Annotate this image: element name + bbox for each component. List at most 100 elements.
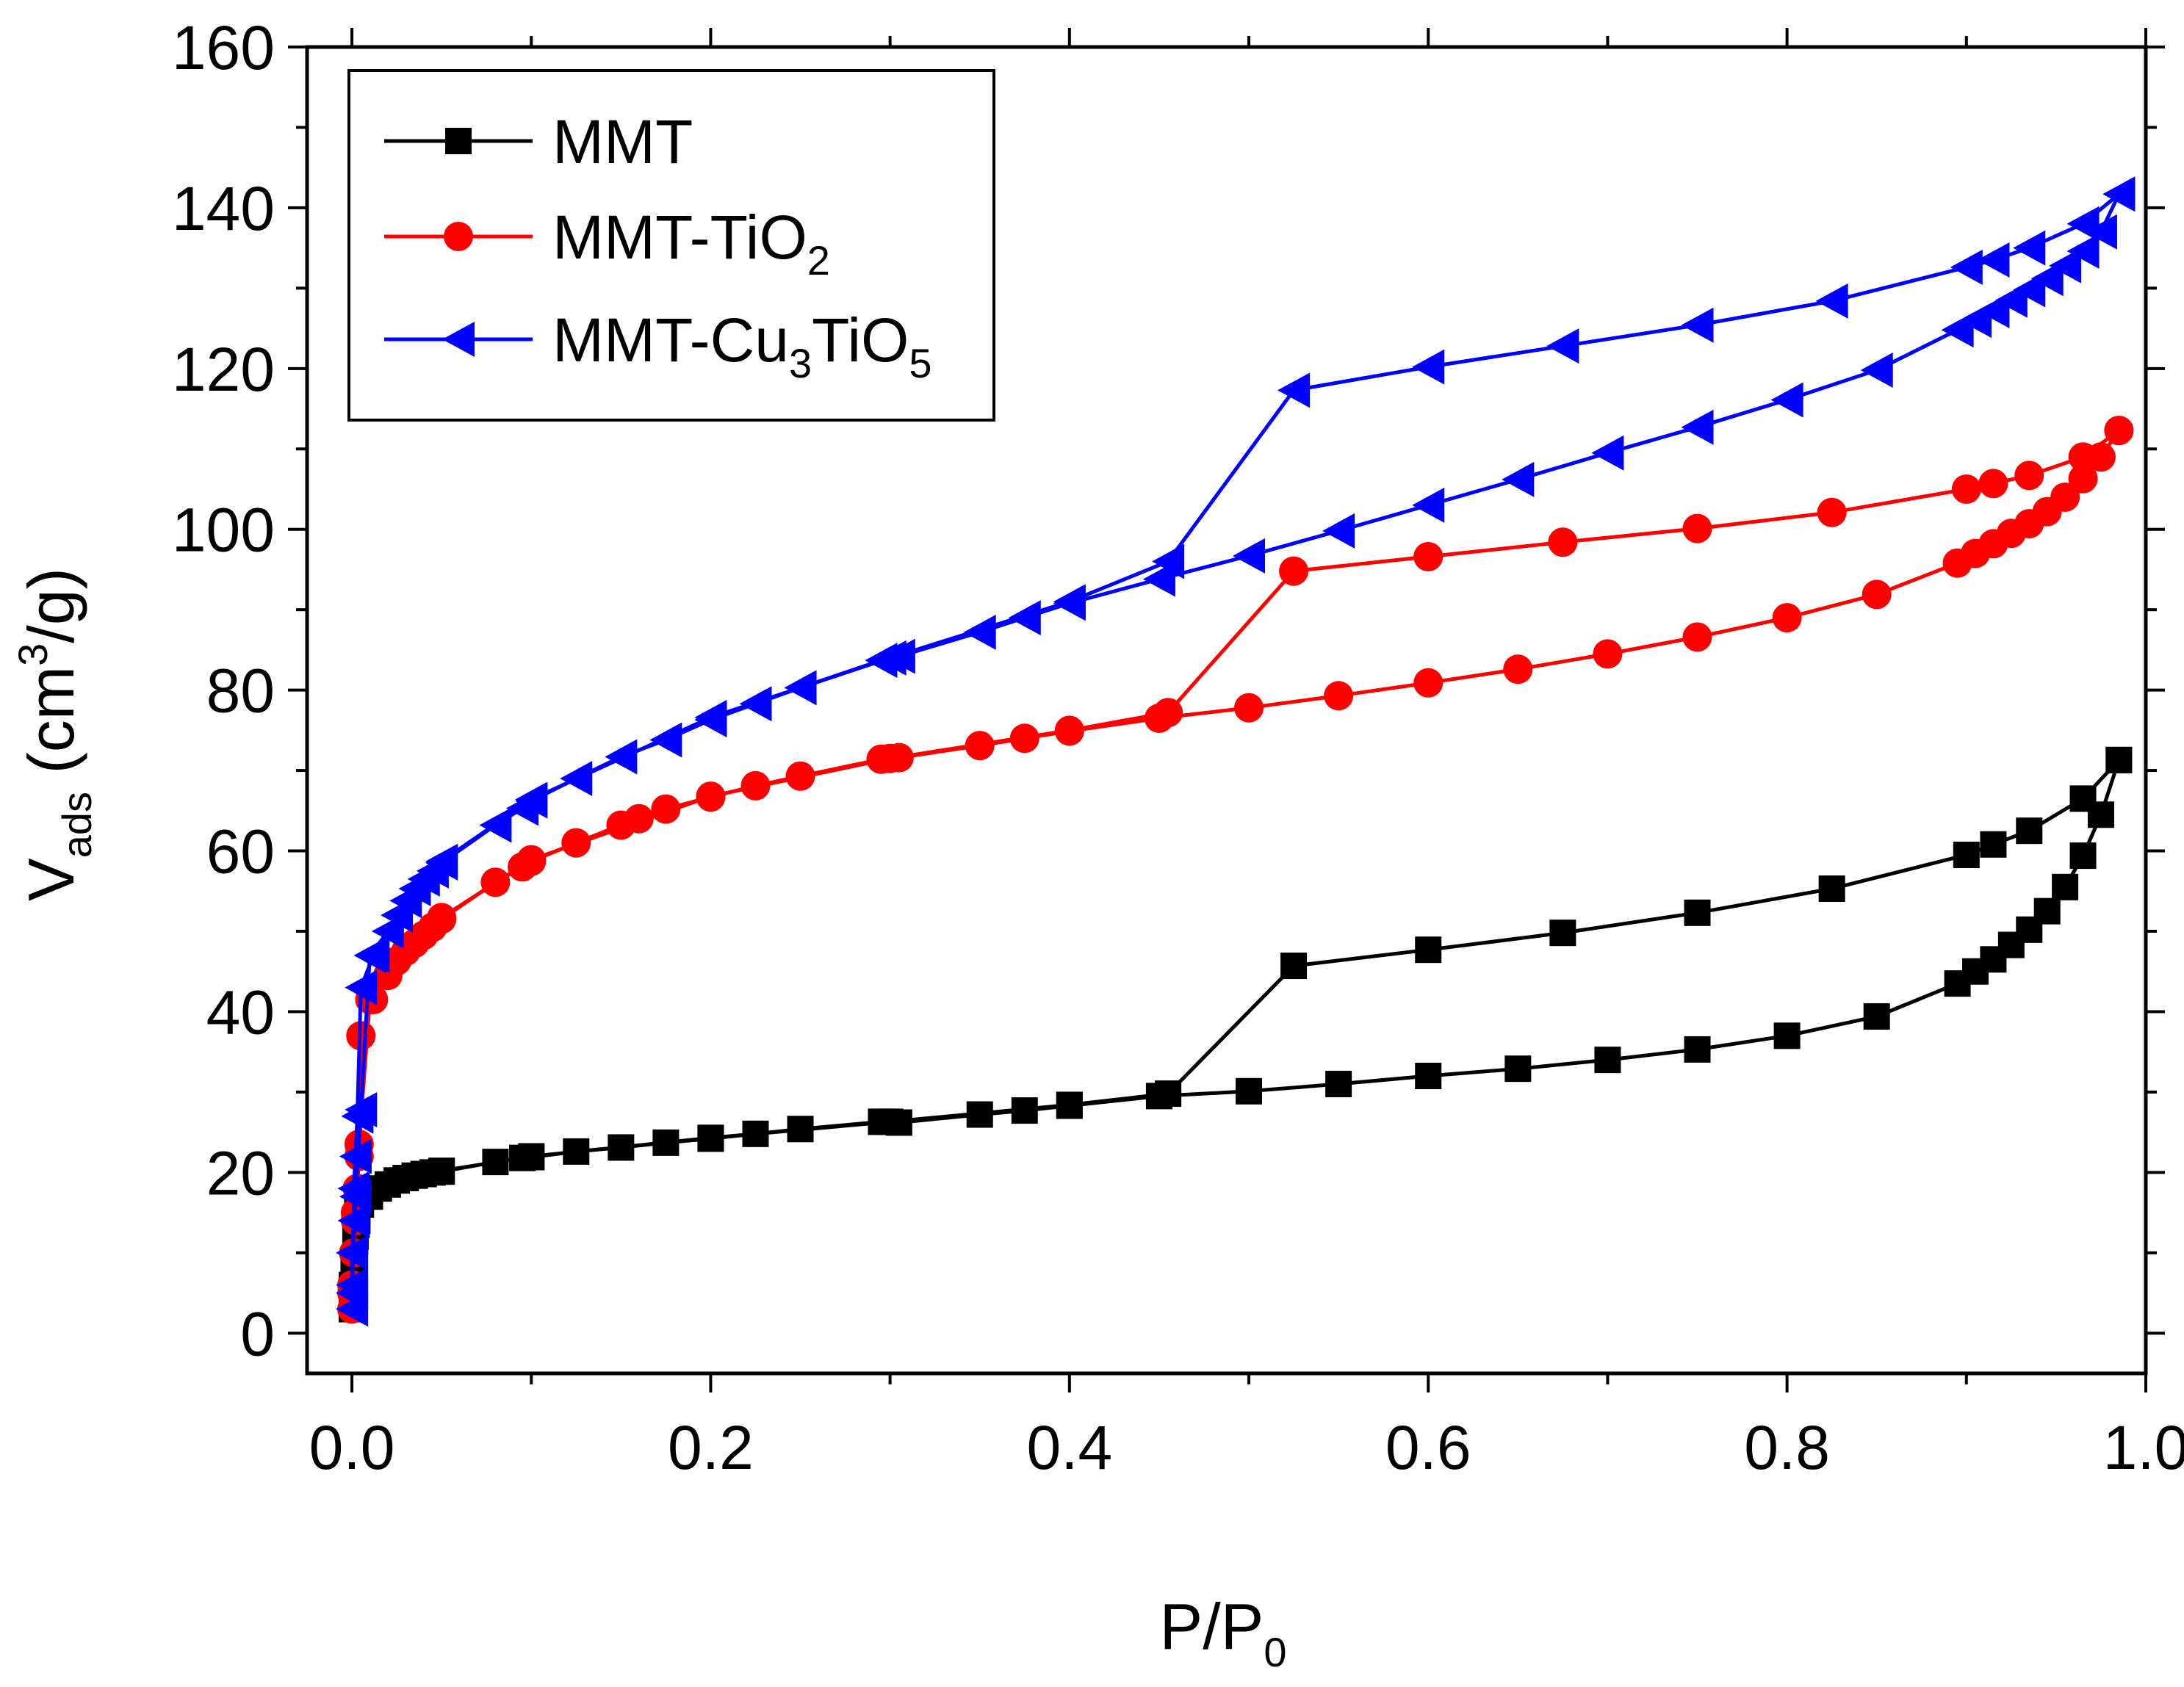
data-point [1772,603,1802,633]
data-point [1773,1022,1801,1050]
data-point [1503,654,1533,684]
legend-text: TiO [812,306,909,375]
data-point [873,640,907,676]
data-point [1951,474,1981,504]
legend-subscript: 5 [909,340,931,386]
data-point [1054,715,1084,745]
data-point [696,781,726,812]
data-point [2066,234,2100,270]
x-axis-title: P/P0 [1160,1590,1287,1675]
data-point [2050,482,2080,512]
data-point [697,1124,724,1152]
legend-label: MMT-TiO2 [552,203,830,283]
series-layer [336,176,2136,1327]
y-axis-title-unit: (cm [15,666,87,792]
data-point [1980,831,2007,858]
data-point [1682,622,1712,652]
data-point [1977,242,2010,278]
data-point [1594,1047,1621,1074]
data-point [1950,249,1983,285]
y-axis-title-unit-end: /g) [15,568,87,643]
axis-ticks [288,28,2165,1392]
data-point [1548,527,1578,557]
y-tick-label: 20 [206,1138,275,1207]
legend-subscript: 3 [789,340,812,386]
x-tick-label: 0.6 [1385,1413,1471,1482]
x-tick-label: 0.8 [1744,1413,1830,1482]
data-point [784,670,817,706]
data-point [1324,681,1354,711]
data-point [345,969,378,1005]
data-point [787,1116,814,1143]
data-point [1502,461,1535,497]
data-point [1413,541,1444,571]
data-point [1681,409,1714,445]
data-point [2066,206,2100,242]
data-point [2068,463,2098,494]
data-point [1591,435,1624,471]
data-point [624,803,654,834]
data-point [605,739,638,775]
data-point [1053,584,1086,620]
data-point [336,1275,369,1311]
series-line-adsorption [350,429,2121,1309]
data-point [563,1138,590,1165]
x-axis-title-sub: 0 [1264,1629,1286,1675]
data-point [2069,785,2097,812]
data-point [427,903,457,933]
data-point [2016,817,2043,845]
svg-text:P/P0: P/P0 [1160,1590,1287,1675]
x-tick-label: 0.0 [309,1413,395,1482]
y-tick-label: 100 [172,496,275,565]
data-point [963,614,996,650]
data-point [560,761,593,797]
data-point [739,686,772,722]
data-point [1862,579,1892,610]
data-point [479,807,512,843]
data-point [1684,899,1711,926]
data-point [740,770,771,801]
data-point [965,731,995,761]
data-point [336,1235,369,1271]
data-point [516,845,547,875]
data-point [649,722,682,758]
legend: MMT MMT-TiO2 MMT-Cu3TiO5 [347,69,995,422]
y-tick-label: 0 [240,1299,275,1368]
legend-text: MMT [552,107,693,176]
data-point [518,1143,545,1170]
data-point [1770,382,1803,418]
data-point [2105,746,2133,773]
data-point [337,1203,370,1239]
axis-labels: 0.0 0.2 0.4 0.6 0.8 1.0 0 20 40 60 80 100 120 140 160 [172,13,2184,1482]
data-point [515,781,548,817]
y-tick-label: 140 [172,174,275,243]
data-point [561,828,591,858]
data-point [1817,497,1847,527]
data-point [1684,1036,1711,1063]
legend-text: MMT-TiO [552,203,807,272]
x-tick-label: 0.2 [668,1413,754,1482]
data-point [1546,328,1579,364]
series-mmt-tio2 [337,416,2134,1324]
y-tick-label: 60 [206,817,275,886]
data-point [1818,875,1845,902]
data-point [652,1129,680,1156]
legend-entry: MMT [384,107,693,176]
data-point [2068,442,2098,472]
y-axis-title-main: V [15,858,87,901]
legend-marker [445,128,472,154]
data-point [694,699,727,735]
legend-entries: MMT MMT-TiO2 MMT-Cu3TiO5 [384,107,932,386]
legend-text: MMT-Cu [552,306,789,375]
data-point [1056,1091,1083,1119]
data-point [608,1134,635,1161]
data-point [2102,176,2136,212]
data-point [428,1157,455,1185]
legend-label: MMT-Cu3TiO5 [552,306,932,386]
data-point [875,743,905,773]
data-point [1860,353,1893,389]
y-axis-title-sub: ads [54,792,100,858]
data-point [2033,897,2061,925]
data-point [876,1108,904,1135]
